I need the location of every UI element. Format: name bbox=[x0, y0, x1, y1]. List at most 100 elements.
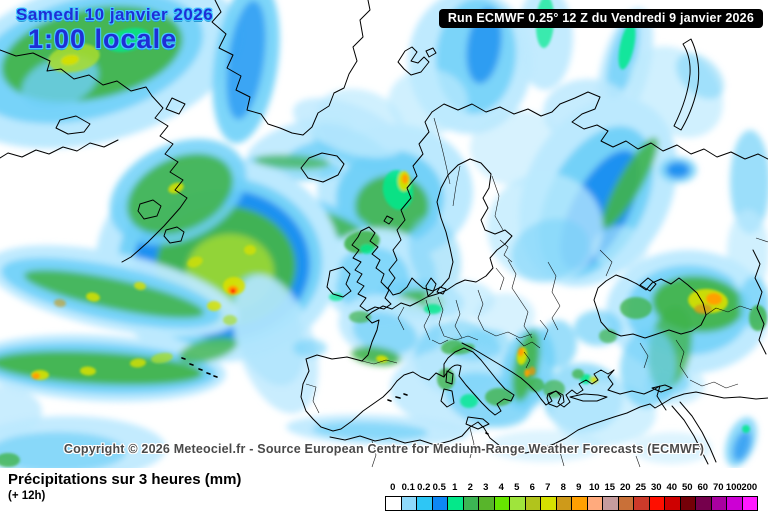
legend-cell bbox=[649, 497, 665, 510]
precip-blob bbox=[127, 153, 233, 235]
legend-cell bbox=[603, 497, 619, 510]
islands-azores bbox=[181, 357, 218, 378]
island-malta bbox=[485, 432, 489, 435]
legend-cell bbox=[742, 497, 757, 510]
coast-norway-north bbox=[431, 103, 561, 117]
legend-tick-label: 0.2 bbox=[417, 482, 431, 493]
coast-scandinavia bbox=[387, 111, 513, 298]
precip-blob bbox=[80, 366, 96, 376]
legend-cell bbox=[386, 497, 402, 510]
legend-cell bbox=[448, 497, 464, 510]
legend-cell bbox=[479, 497, 495, 510]
island-cyprus bbox=[651, 384, 673, 393]
precip-blob bbox=[293, 339, 327, 357]
peninsula-crimea bbox=[639, 277, 657, 292]
precip-blob bbox=[732, 430, 752, 462]
coast-russia-north bbox=[559, 91, 768, 160]
precip-blob bbox=[572, 369, 584, 379]
precip-blob bbox=[23, 269, 205, 319]
precip-blob bbox=[61, 54, 79, 66]
islands-balearic bbox=[387, 393, 408, 402]
precip-blob bbox=[134, 281, 146, 291]
legend-tick-label: 70 bbox=[712, 482, 724, 493]
precip-blob bbox=[487, 430, 603, 462]
precip-blob bbox=[376, 355, 388, 363]
coast-greenland bbox=[211, 0, 371, 136]
precip-blob bbox=[574, 310, 622, 346]
legend-tick-label: 7 bbox=[545, 482, 551, 493]
precip-blob bbox=[694, 304, 712, 314]
precip-blob bbox=[0, 453, 20, 467]
precip-blob bbox=[742, 425, 750, 433]
legend-cell bbox=[494, 497, 510, 510]
precip-blob bbox=[619, 328, 677, 408]
precip-blob bbox=[618, 22, 636, 70]
precip-blob bbox=[0, 386, 42, 438]
precip-blob bbox=[292, 97, 404, 159]
legend-tick-label: 2 bbox=[467, 482, 473, 493]
precip-blob bbox=[360, 244, 374, 254]
legend-cell bbox=[727, 497, 743, 510]
precip-blob bbox=[230, 288, 236, 294]
legend-tick-label: 0.5 bbox=[432, 482, 446, 493]
legend-cell bbox=[665, 497, 681, 510]
coast-levant bbox=[656, 385, 667, 411]
precip-blob bbox=[470, 110, 566, 186]
island-baffin bbox=[55, 115, 91, 135]
coast-black-sea bbox=[593, 274, 707, 339]
precip-blob bbox=[475, 293, 535, 337]
precip-blob bbox=[424, 304, 442, 314]
precip-blob bbox=[0, 432, 126, 470]
legend-tick-label: 5 bbox=[514, 482, 520, 493]
coast-france-channel bbox=[361, 296, 428, 362]
lake-1 bbox=[137, 199, 162, 220]
precip-blob bbox=[401, 174, 409, 184]
precip-blob bbox=[312, 421, 428, 441]
precip-blob bbox=[602, 137, 658, 229]
coast-med-france bbox=[396, 371, 445, 382]
island-corsica bbox=[445, 370, 454, 385]
precip-blob bbox=[178, 336, 238, 364]
legend-tick-label: 30 bbox=[650, 482, 662, 493]
precip-blob bbox=[254, 154, 330, 170]
precip-blob bbox=[749, 305, 767, 331]
legend-tick-label: 40 bbox=[666, 482, 678, 493]
precip-blob bbox=[244, 245, 256, 255]
legend-tick-label: 10 bbox=[588, 482, 600, 493]
precip-blob bbox=[706, 292, 722, 306]
legend-cell bbox=[618, 497, 634, 510]
legend-cell bbox=[634, 497, 650, 510]
legend-tick-label: 0.1 bbox=[401, 482, 415, 493]
legend-cell bbox=[587, 497, 603, 510]
legend-tick-label: 200 bbox=[741, 482, 758, 493]
precip-blob bbox=[620, 297, 652, 319]
coast-turkey-west bbox=[607, 369, 615, 391]
lake-2 bbox=[163, 226, 185, 244]
coast-africa bbox=[329, 391, 768, 454]
legend-cell bbox=[510, 497, 526, 510]
precip-blob bbox=[151, 352, 173, 364]
legend-area: Précipitations sur 3 heures (mm) (+ 12h)… bbox=[0, 468, 768, 512]
precip-blob bbox=[349, 311, 371, 323]
precip-blob bbox=[207, 301, 221, 311]
precip-blob bbox=[106, 27, 150, 53]
coast-iberia bbox=[300, 354, 398, 432]
island-faroe bbox=[383, 215, 394, 225]
precip-blob bbox=[524, 369, 530, 377]
legend-cell bbox=[463, 497, 479, 510]
precip-blob bbox=[408, 215, 462, 295]
precipitation-map bbox=[0, 0, 768, 470]
precip-blob bbox=[528, 366, 536, 376]
island-sardinia bbox=[440, 388, 455, 408]
coast-denmark bbox=[425, 277, 447, 297]
island-sicily bbox=[465, 416, 490, 430]
precip-blob bbox=[32, 372, 40, 380]
precip-blob bbox=[223, 315, 237, 325]
coast-great-britain bbox=[351, 226, 392, 312]
coast-red-sea bbox=[671, 401, 717, 465]
precip-blob bbox=[485, 388, 513, 406]
legend-cell bbox=[525, 497, 541, 510]
precip-blob bbox=[54, 298, 66, 308]
coast-iceland bbox=[300, 152, 345, 183]
